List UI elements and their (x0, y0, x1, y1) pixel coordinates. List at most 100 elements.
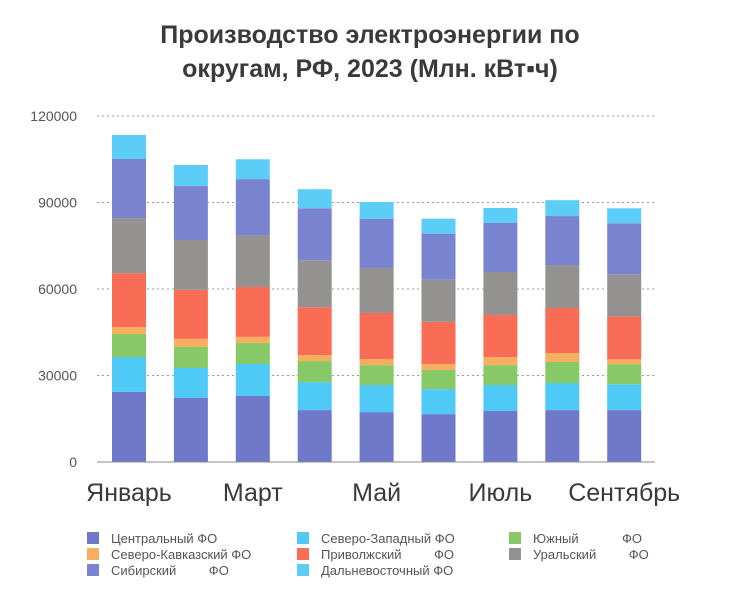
legend-swatch (87, 548, 99, 560)
bar-segment (545, 200, 580, 217)
bar-segment (607, 384, 642, 411)
bar-segment (173, 186, 208, 240)
bar-segment (112, 273, 146, 328)
bar-segment (297, 410, 332, 462)
bar-segment (359, 412, 394, 462)
bar-segment (359, 267, 394, 313)
bar-segment (297, 361, 332, 383)
legend-swatch (509, 532, 521, 544)
x-tick-label: Сентябрь (568, 479, 680, 507)
bar-segment (359, 385, 394, 413)
legend-item: Дальневосточный ФО (297, 562, 453, 578)
bar-segment (297, 307, 332, 356)
legend-item: Сибирский ФО (87, 562, 229, 578)
bar-segment (112, 135, 146, 159)
bar-segment (545, 353, 580, 362)
chart-title: Производство электроэнергии по округам, … (0, 18, 740, 86)
bar-segment (359, 201, 394, 219)
bar-segment (235, 179, 270, 236)
x-tick-label: Март (223, 479, 283, 507)
bar-segment (297, 260, 332, 308)
bar-segment (173, 397, 208, 462)
bar-segment (112, 218, 146, 274)
legend-item: Южный ФО (509, 530, 642, 546)
bar-segment (112, 333, 146, 358)
legend-item: Уральский ФО (509, 546, 649, 562)
bar-segment (235, 342, 270, 364)
bar-segment (112, 158, 146, 219)
bar-segment (173, 239, 208, 290)
bar-segment (235, 363, 270, 396)
bar-segment (235, 286, 270, 337)
bar-segment (607, 316, 642, 360)
bar-segment (483, 357, 518, 366)
bar-segment (421, 363, 456, 371)
legend-swatch (87, 564, 99, 576)
legend-label: Северо-Западный ФО (321, 530, 455, 546)
chart-title-line-2: округам, РФ, 2023 (Млн. кВт▪ч) (182, 55, 558, 83)
legend-swatch (297, 564, 309, 576)
bar-segment (235, 159, 270, 180)
x-tick-label: Май (352, 479, 401, 507)
legend-item: Приволжский ФО (297, 546, 454, 562)
legend-label: Дальневосточный ФО (321, 562, 454, 578)
y-tick-label: 30000 (38, 368, 77, 384)
bar-segment (483, 271, 518, 315)
bar-segment (235, 235, 270, 287)
bar-segment (607, 208, 642, 224)
bar-segment (297, 355, 332, 362)
legend-label: Уральский ФО (533, 546, 649, 562)
bar-segment (421, 370, 456, 390)
legend-label: Приволжский ФО (321, 546, 455, 562)
bar-segment (359, 312, 394, 360)
bar-segment (483, 314, 518, 358)
chart-plot-area: 0 30000 60000 90000 120000 Январь Март Май Июль С… (30, 108, 680, 507)
bar-segment (545, 216, 580, 266)
legend-item: Центральный ФО (87, 530, 217, 546)
bar-segment (607, 359, 642, 365)
legend-label: Центральный ФО (111, 530, 218, 546)
bar-segment (421, 233, 456, 280)
legend-label: Южный ФО (533, 530, 642, 546)
bar-segment (359, 359, 394, 366)
bar-segment (421, 218, 456, 234)
bar-segment (235, 336, 270, 343)
bar-segment (607, 223, 642, 275)
bar-segment (173, 346, 208, 369)
bar-segment (545, 382, 580, 411)
bar-segment (359, 365, 394, 386)
bar-segment (173, 289, 208, 339)
chart-title-line-1: Производство электроэнергии по (160, 21, 580, 49)
bar-segment (112, 391, 146, 462)
bar-segment (607, 364, 642, 385)
legend-item: Северо-Западный ФО (297, 530, 455, 546)
bar-segment (545, 361, 580, 383)
y-tick-label: 90000 (38, 195, 77, 211)
y-tick-label: 0 (69, 454, 77, 470)
y-tick-label: 60000 (38, 281, 77, 297)
legend-swatch (509, 548, 521, 560)
bar-segment (545, 410, 580, 462)
legend-label: Сибирский ФО (111, 562, 229, 578)
bar-segment (173, 338, 208, 347)
bar-segment (297, 208, 332, 261)
legend-item: Северо-Кавказский ФО (87, 546, 251, 562)
bar-segment (112, 357, 146, 392)
legend-label: Северо-Кавказский ФО (111, 546, 252, 562)
bar-segment (607, 410, 642, 462)
bar-segment (297, 189, 332, 209)
bar-segment (483, 207, 518, 223)
bar-segment (483, 410, 518, 462)
bar-segment (359, 218, 394, 268)
bar-segment (297, 382, 332, 411)
bar-segment (483, 385, 518, 411)
x-tick-label: Январь (86, 479, 172, 507)
bar-segment (483, 365, 518, 386)
legend-swatch (87, 532, 99, 544)
bar-segment (173, 368, 208, 398)
bar-segment (173, 165, 208, 187)
bar-segment (421, 389, 456, 415)
x-tick-label: Июль (469, 479, 533, 507)
bar-segment (545, 265, 580, 309)
bar-segment (607, 274, 642, 317)
